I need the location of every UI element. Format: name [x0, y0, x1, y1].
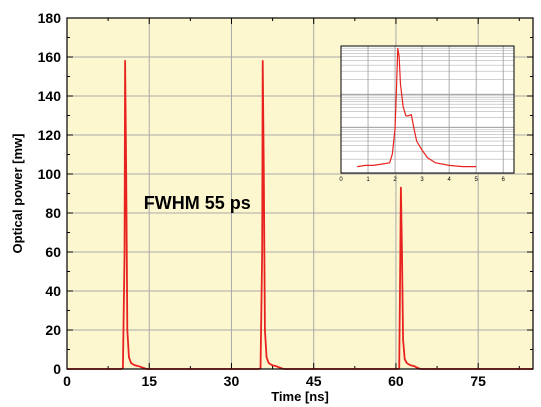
x-tick-label: 15 [141, 373, 157, 389]
y-tick-label: 20 [45, 322, 61, 338]
inset-x-tick-label: 1 [366, 177, 370, 183]
plot-frame [66, 17, 534, 370]
y-tick-label: 160 [38, 49, 62, 65]
x-axis-title: Time [ns] [271, 389, 329, 404]
x-tick-label: 75 [470, 373, 486, 389]
inset-line [357, 47, 477, 168]
inset-x-tick-label: 3 [420, 177, 424, 183]
inset-frame [340, 45, 515, 174]
optical-power-line [67, 60, 533, 370]
x-tick-label: 60 [388, 373, 404, 389]
inset-x-tick-label: 0 [339, 177, 343, 183]
x-tick-label: 30 [224, 373, 240, 389]
inset-x-tick-label: 5 [474, 177, 478, 183]
y-tick-label: 60 [45, 244, 61, 260]
annotation-label: FWHM 55 ps [144, 193, 251, 213]
y-tick-label: 80 [45, 205, 61, 221]
inset-x-tick-label: 4 [447, 177, 451, 183]
inset-plot-area [341, 46, 514, 173]
inset-x-tick-label: 6 [502, 177, 506, 183]
y-tick-label: 140 [38, 88, 62, 104]
x-tick-label: 45 [306, 373, 322, 389]
y-tick-label: 100 [38, 166, 62, 182]
inset-x-tick-label: 2 [393, 177, 397, 183]
y-tick-label: 120 [38, 127, 62, 143]
x-tick-label: 0 [63, 373, 71, 389]
y-tick-label: 180 [38, 10, 62, 26]
y-axis-title: Optical power [mw] [10, 134, 25, 254]
y-tick-label: 0 [53, 361, 61, 377]
y-tick-label: 40 [45, 283, 61, 299]
